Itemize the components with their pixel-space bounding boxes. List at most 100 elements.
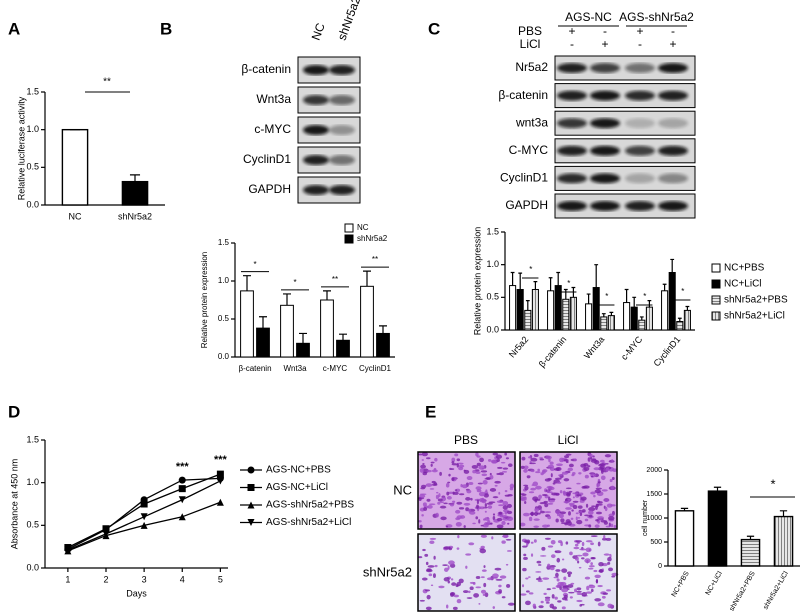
cell bbox=[526, 475, 531, 479]
band bbox=[590, 173, 620, 184]
cell bbox=[610, 485, 615, 490]
cell bbox=[539, 510, 545, 514]
cell bbox=[563, 478, 570, 482]
cell bbox=[566, 492, 571, 497]
cell bbox=[568, 591, 575, 594]
y-tick-label: 0.5 bbox=[218, 314, 230, 323]
column-label: PBS bbox=[454, 433, 478, 447]
y-tick-label: 1500 bbox=[646, 491, 662, 498]
cell bbox=[565, 487, 572, 490]
band bbox=[658, 118, 688, 129]
cell bbox=[549, 461, 554, 465]
cell bbox=[455, 509, 461, 514]
cell bbox=[489, 474, 494, 480]
error-bar bbox=[746, 535, 755, 540]
cell bbox=[491, 536, 494, 540]
cell bbox=[465, 565, 468, 569]
cell bbox=[437, 501, 441, 505]
treatment-sign: - bbox=[603, 24, 607, 38]
annotation: * bbox=[253, 260, 256, 269]
cell bbox=[577, 517, 581, 519]
cell bbox=[430, 461, 435, 464]
cell bbox=[468, 482, 474, 485]
cell bbox=[440, 516, 447, 521]
cell bbox=[610, 523, 614, 528]
cell bbox=[576, 519, 583, 525]
cell bbox=[547, 491, 553, 494]
cell bbox=[435, 491, 439, 494]
cell bbox=[529, 462, 536, 465]
cell bbox=[537, 579, 543, 583]
legend-marker bbox=[247, 466, 255, 474]
error-bar bbox=[713, 486, 722, 492]
cell bbox=[469, 581, 476, 584]
cell bbox=[498, 584, 502, 588]
bar bbox=[585, 303, 593, 331]
cell bbox=[595, 505, 598, 510]
cell bbox=[419, 494, 426, 498]
cell bbox=[426, 498, 431, 502]
cell bbox=[476, 489, 482, 493]
cell bbox=[528, 491, 535, 494]
cell bbox=[597, 602, 605, 607]
cell bbox=[465, 553, 472, 556]
cell bbox=[539, 458, 545, 461]
legend-label: shNr5a2 bbox=[357, 234, 388, 243]
error-bar bbox=[283, 293, 291, 306]
error-bar bbox=[259, 316, 267, 329]
marker bbox=[178, 513, 186, 521]
legend-label: AGS-shNr5a2+PBS bbox=[266, 500, 354, 511]
cell bbox=[507, 522, 510, 525]
cell bbox=[544, 503, 549, 508]
cell bbox=[595, 511, 603, 515]
cell bbox=[524, 485, 529, 491]
cell bbox=[605, 537, 612, 541]
band bbox=[303, 125, 329, 135]
error-bar bbox=[779, 510, 788, 517]
cell bbox=[555, 569, 561, 572]
cell bbox=[482, 479, 488, 485]
cell bbox=[598, 561, 604, 567]
cell bbox=[576, 482, 581, 485]
marker bbox=[102, 530, 110, 538]
cell bbox=[594, 574, 601, 579]
cell bbox=[584, 518, 589, 522]
cell bbox=[588, 514, 593, 518]
cell bbox=[422, 548, 426, 552]
cell bbox=[570, 517, 574, 520]
cell bbox=[547, 545, 554, 548]
cell bbox=[456, 501, 463, 505]
bar bbox=[509, 285, 517, 331]
cell bbox=[588, 584, 596, 589]
cell bbox=[450, 592, 455, 597]
cell bbox=[539, 502, 547, 505]
band bbox=[329, 185, 355, 195]
cell bbox=[443, 502, 448, 505]
cell bbox=[495, 454, 503, 459]
cell bbox=[487, 458, 492, 462]
error-bar bbox=[339, 333, 347, 341]
cell bbox=[504, 494, 510, 497]
cell bbox=[561, 471, 569, 475]
cell bbox=[439, 501, 444, 504]
cell bbox=[573, 546, 580, 550]
cell bbox=[418, 453, 423, 456]
x-tick-label: Wnt3a bbox=[582, 334, 606, 360]
cell bbox=[447, 580, 450, 584]
annotation: * bbox=[293, 278, 296, 287]
cell bbox=[553, 468, 560, 471]
cell bbox=[502, 500, 509, 506]
cell bbox=[597, 585, 603, 588]
cell bbox=[422, 502, 427, 507]
cell bbox=[458, 466, 464, 471]
cell bbox=[599, 463, 606, 466]
cell bbox=[451, 500, 456, 503]
cell bbox=[498, 504, 504, 507]
cell bbox=[532, 481, 539, 487]
cell bbox=[480, 534, 487, 538]
cell bbox=[488, 501, 496, 504]
cell bbox=[588, 510, 594, 515]
cell bbox=[456, 458, 461, 462]
cell bbox=[599, 517, 602, 521]
cell bbox=[445, 604, 449, 609]
